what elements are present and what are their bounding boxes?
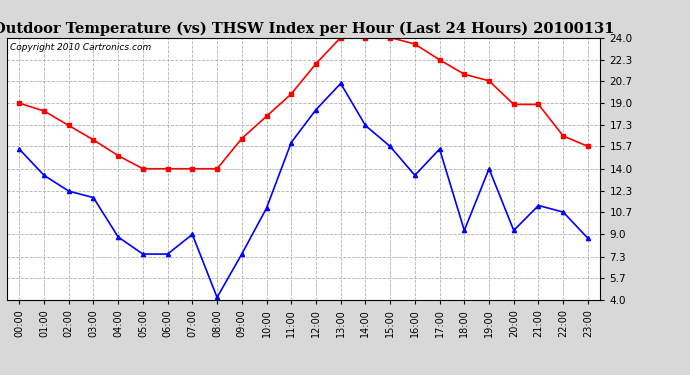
Title: Outdoor Temperature (vs) THSW Index per Hour (Last 24 Hours) 20100131: Outdoor Temperature (vs) THSW Index per … [0,22,614,36]
Text: Copyright 2010 Cartronics.com: Copyright 2010 Cartronics.com [10,43,151,52]
